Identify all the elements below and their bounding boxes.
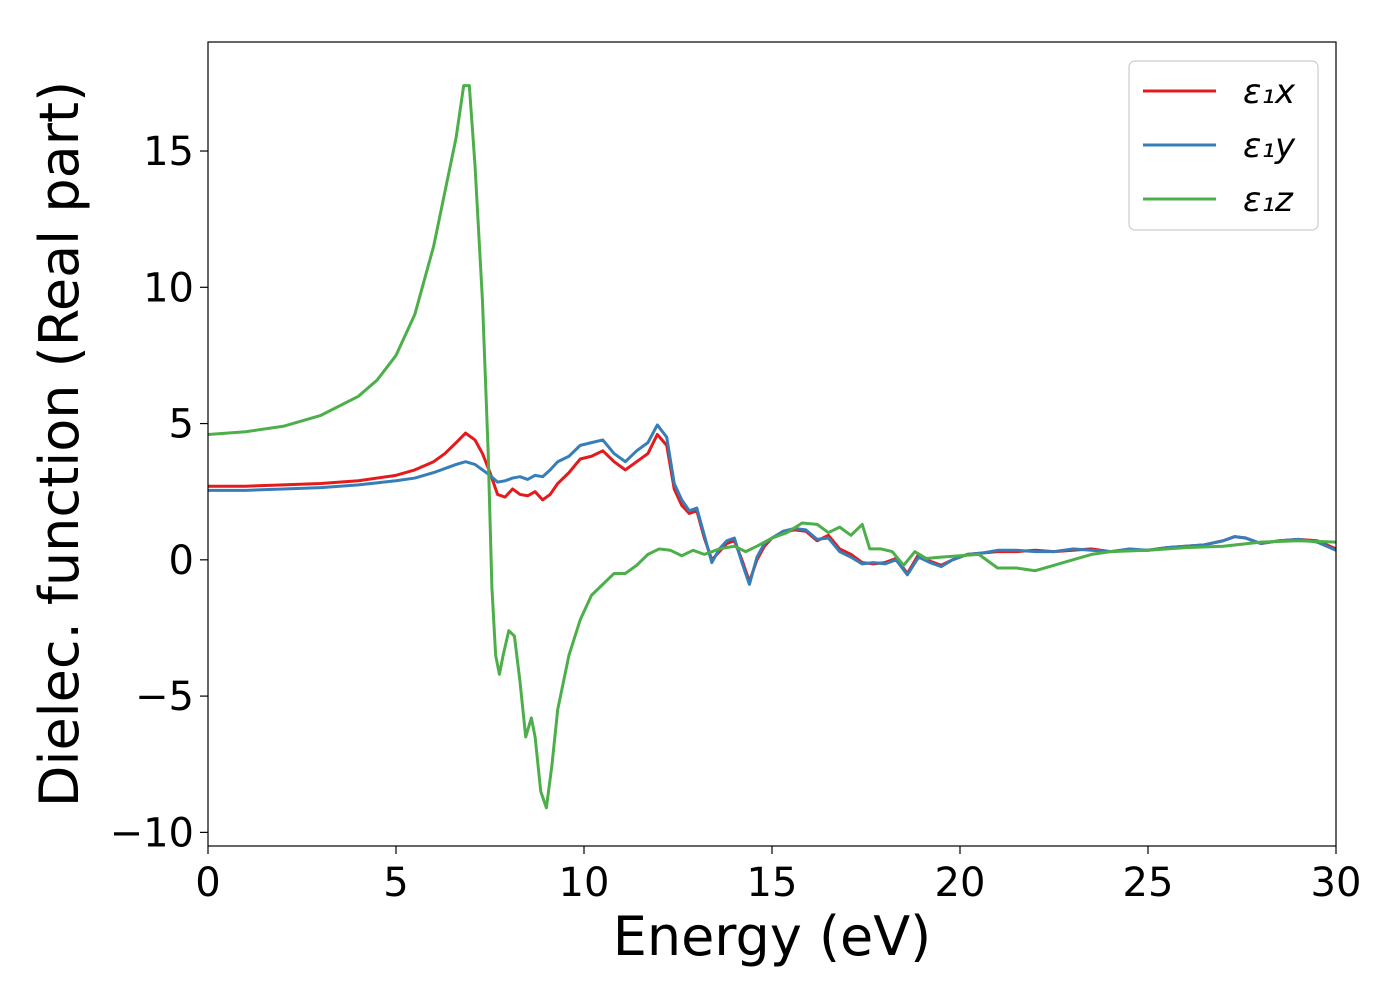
x-tick-label: 0 [195,860,220,906]
legend-label-2: ε₁z [1243,180,1294,220]
y-tick-label: 15 [143,129,194,175]
x-tick-label: 30 [1311,860,1362,906]
y-axis: −10 −5 0 5 10 15 [110,129,208,856]
y-axis-title: Dielec. function (Real part) [28,81,91,807]
legend-box [1128,60,1319,231]
y-tick-label: −5 [135,674,194,720]
y-tick-label: 5 [169,402,194,448]
series-layer [208,84,1336,810]
x-tick-label: 25 [1123,860,1174,906]
x-tick-label: 15 [747,860,798,906]
series-line-2 [208,84,1336,810]
legend-label-0: ε₁x [1243,72,1296,112]
y-tick-label: 10 [143,265,194,311]
x-axis: 0 5 10 15 20 25 30 [195,846,1361,906]
x-tick-label: 10 [559,860,610,906]
series-line-1 [208,423,1336,586]
x-axis-title: Energy (eV) [613,905,932,968]
y-tick-label: −10 [110,810,194,856]
y-tick-label: 0 [169,538,194,584]
legend: ε₁x ε₁y ε₁z [1128,60,1319,231]
x-tick-label: 5 [383,860,408,906]
legend-label-1: ε₁y [1243,126,1296,166]
x-tick-label: 20 [935,860,986,906]
